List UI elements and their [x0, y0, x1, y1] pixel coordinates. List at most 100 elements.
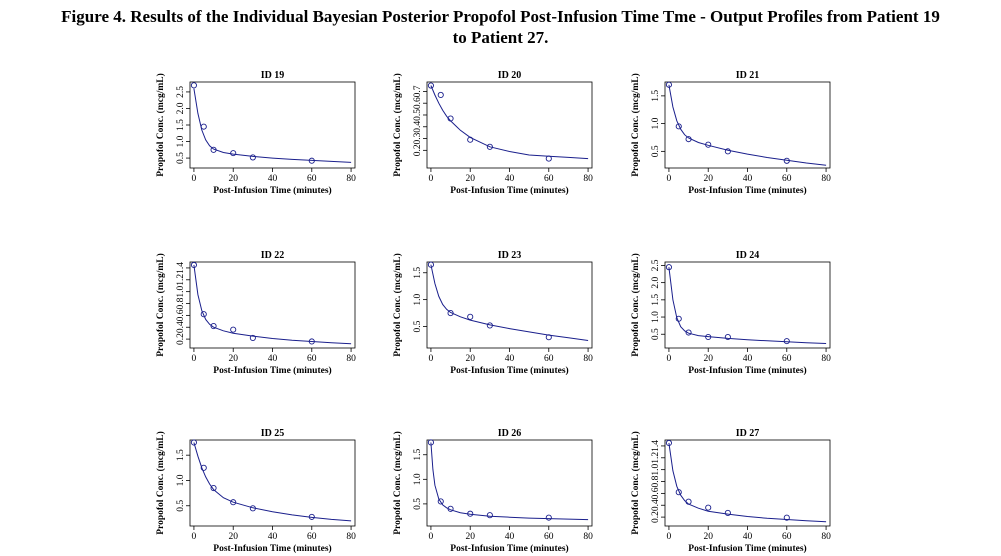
chart-1: ID 19 0 20 40 60 80 0.5 1.0 1.5 2.0 2.5 Post-Infusi… [155, 70, 356, 196]
chart-5-xtick-label: 80 [583, 354, 593, 364]
chart-5-ytick-label: 1.5 [413, 267, 423, 279]
chart-8-ytick-label: 0.5 [413, 498, 423, 510]
chart-8-ylabel: Propofol Conc. (mcg/mL) [392, 431, 403, 535]
chart-6-ytick-label: 2.5 [651, 259, 661, 271]
chart-3-observed-point [705, 141, 712, 148]
chart-6-xlabel: Post-Infusion Time (minutes) [688, 365, 806, 376]
chart-3-fitted-curve [668, 84, 827, 166]
chart-5-xtick-label: 60 [544, 354, 554, 364]
chart-2-ytick-label: 0.2 [413, 144, 423, 156]
chart-9-ytick-label: 1.4 [651, 440, 661, 452]
chart-2-frame [426, 81, 593, 169]
chart-6-observed-point [675, 315, 682, 322]
chart-1-xtick-label: 80 [346, 174, 356, 184]
chart-6-ylabel: Propofol Conc. (mcg/mL) [630, 253, 641, 357]
chart-9-observed-point [685, 498, 692, 505]
chart-9-xtick-label: 0 [667, 532, 672, 542]
chart-9-observed-point [665, 439, 672, 447]
chart-4-observed-point [308, 338, 315, 345]
chart-8-observed-point [447, 505, 454, 512]
chart-3-ytick-label: 1.5 [651, 90, 661, 102]
chart-7-ytick-label: 1.0 [176, 474, 186, 486]
chart-9-ytick-label: 0.2 [651, 511, 661, 523]
chart-3-observed-point [724, 148, 731, 155]
chart-2-xtick-label: 40 [505, 174, 515, 184]
chart-6-ytick-label: 1.5 [651, 294, 661, 306]
chart-6-observed-point [783, 338, 790, 345]
chart-6-observed-point [665, 264, 672, 271]
chart-2-ytick-label: 0.7 [413, 85, 423, 97]
chart-2-observed-point [427, 82, 434, 89]
chart-8-observed-point [467, 510, 474, 517]
chart-2-ylabel: Propofol Conc. (mcg/mL) [392, 73, 403, 177]
chart-5: ID 23 0 20 40 60 80 0.5 1.0 1.5 Post-Infusion Tim… [392, 250, 593, 376]
chart-8-ytick-label: 1.5 [413, 449, 423, 461]
chart-6-xtick-label: 40 [743, 354, 753, 364]
chart-3-ytick-label: 1.0 [651, 117, 661, 129]
chart-4-xlabel: Post-Infusion Time (minutes) [213, 365, 331, 376]
chart-6-xtick-label: 80 [821, 354, 831, 364]
figure-title-line-1: Figure 4. Results of the Individual Baye… [61, 7, 940, 26]
chart-5-observed-point [447, 310, 454, 317]
chart-6-observed-point [724, 333, 731, 341]
chart-6: ID 24 0 20 40 60 80 0.5 1.0 1.5 2.0 2.5 Post-Infusi… [630, 250, 831, 376]
chart-4-fitted-curve [193, 264, 352, 345]
chart-4-ytick-label: 0.4 [176, 321, 186, 333]
chart-8-ytick-label: 1.0 [413, 473, 423, 485]
chart-7-observed-point [308, 513, 315, 520]
chart-3-frame [664, 81, 831, 169]
chart-9-xtick-label: 40 [743, 532, 753, 542]
chart-8-xlabel: Post-Infusion Time (minutes) [450, 543, 568, 554]
chart-6-xtick-label: 20 [703, 354, 713, 364]
chart-5-xtick-label: 0 [429, 354, 434, 364]
chart-2-xlabel: Post-Infusion Time (minutes) [450, 185, 568, 196]
chart-9-fitted-curve [668, 442, 827, 523]
chart-8-observed-point [486, 512, 493, 519]
figure-title: Figure 4. Results of the Individual Baye… [0, 6, 1001, 48]
chart-9-observed-point [724, 509, 731, 517]
chart-8-frame [426, 439, 593, 527]
chart-4-observed-point [200, 311, 207, 318]
chart-4-ytick-label: 1.0 [176, 285, 186, 297]
chart-3-xlabel: Post-Infusion Time (minutes) [688, 185, 806, 196]
chart-7-ytick-label: 0.5 [176, 500, 186, 512]
chart-8-title: ID 26 [498, 428, 522, 439]
chart-9-xtick-label: 60 [782, 532, 792, 542]
chart-5-xtick-label: 40 [505, 354, 515, 364]
chart-3-ylabel: Propofol Conc. (mcg/mL) [630, 73, 641, 177]
chart-7-xlabel: Post-Infusion Time (minutes) [213, 543, 331, 554]
chart-4-observed-point [230, 326, 237, 333]
chart-2-observed-point [437, 91, 444, 99]
chart-6-ytick-label: 0.5 [651, 328, 661, 340]
chart-2-observed-point [545, 155, 552, 162]
chart-6-observed-point [705, 333, 712, 341]
chart-9-ytick-label: 1.2 [651, 452, 661, 464]
chart-6-xtick-label: 60 [782, 354, 792, 364]
chart-2-ytick-label: 0.5 [413, 109, 423, 121]
chart-3-xtick-label: 40 [743, 174, 753, 184]
chart-4-xtick-label: 60 [307, 354, 317, 364]
chart-1-frame [189, 81, 356, 169]
chart-4-xtick-label: 0 [192, 354, 197, 364]
chart-8-fitted-curve [430, 442, 589, 521]
chart-1-observed-point [308, 157, 315, 164]
chart-2-xtick-label: 60 [544, 174, 554, 184]
chart-1-xtick-label: 40 [268, 174, 278, 184]
chart-7-xtick-label: 0 [192, 532, 197, 542]
chart-4-frame [189, 261, 356, 349]
chart-4-ytick-label: 1.2 [176, 274, 186, 286]
chart-7-observed-point [210, 485, 217, 492]
chart-9-ytick-label: 0.8 [651, 475, 661, 487]
chart-5-ytick-label: 0.5 [413, 320, 423, 332]
chart-3-observed-point [665, 81, 672, 88]
chart-1-ytick-label: 1.5 [176, 119, 186, 131]
chart-2-title: ID 20 [498, 70, 522, 81]
chart-2: ID 20 0 20 40 60 80 0.20.30.40.50.60.7 Post-Inf… [392, 70, 593, 196]
chart-8-observed-point [427, 439, 434, 446]
chart-1-ylabel: Propofol Conc. (mcg/mL) [155, 73, 166, 177]
chart-9-xtick-label: 80 [821, 532, 831, 542]
chart-4-xtick-label: 20 [228, 354, 238, 364]
chart-9-ytick-label: 1.0 [651, 463, 661, 475]
chart-2-observed-point [467, 136, 474, 143]
chart-7-ylabel: Propofol Conc. (mcg/mL) [155, 431, 166, 535]
